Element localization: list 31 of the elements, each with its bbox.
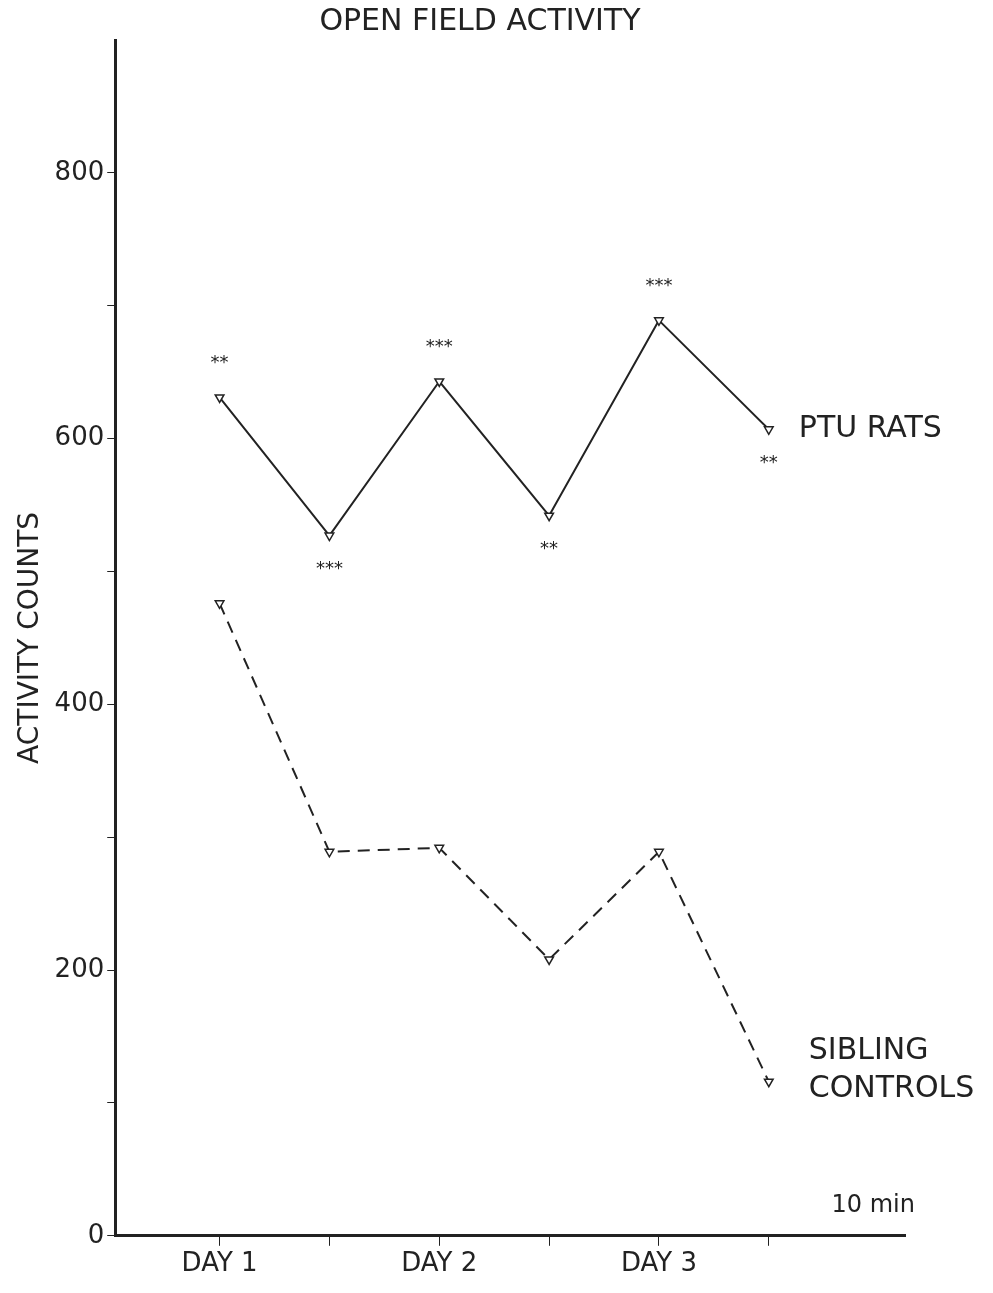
y-tick-label: 800 xyxy=(54,155,105,186)
chart-title: OPEN FIELD ACTIVITY xyxy=(319,1,642,37)
series-label: SIBLING CONTROLS xyxy=(808,1031,975,1105)
point xyxy=(544,512,555,522)
point xyxy=(214,394,225,404)
annotation: ** xyxy=(210,351,229,373)
x-tick-label: DAY 1 xyxy=(181,1247,258,1278)
series-label: PTU RATS xyxy=(798,409,942,445)
annotation: *** xyxy=(645,274,673,296)
annotation: 10 min xyxy=(831,1190,915,1219)
y-tick-label: 0 xyxy=(87,1218,105,1249)
y-tick-label: 600 xyxy=(54,421,105,452)
x-tick-label: DAY 3 xyxy=(620,1247,697,1278)
point xyxy=(763,1078,774,1088)
point xyxy=(324,848,335,858)
y-tick-label: 200 xyxy=(54,952,105,983)
annotation: *** xyxy=(315,557,343,579)
annotation: ** xyxy=(759,450,778,472)
point xyxy=(324,532,335,542)
annotation: ** xyxy=(540,537,559,559)
x-tick-label: DAY 2 xyxy=(401,1247,478,1278)
point xyxy=(653,317,665,327)
point xyxy=(653,848,665,858)
point xyxy=(544,956,555,966)
annotation: *** xyxy=(425,335,453,357)
point xyxy=(214,600,225,610)
point xyxy=(434,844,445,854)
y-axis-title: ACTIVITY COUNTS xyxy=(12,511,46,764)
point xyxy=(434,378,445,388)
y-tick-label: 400 xyxy=(54,687,105,718)
point xyxy=(763,426,774,436)
